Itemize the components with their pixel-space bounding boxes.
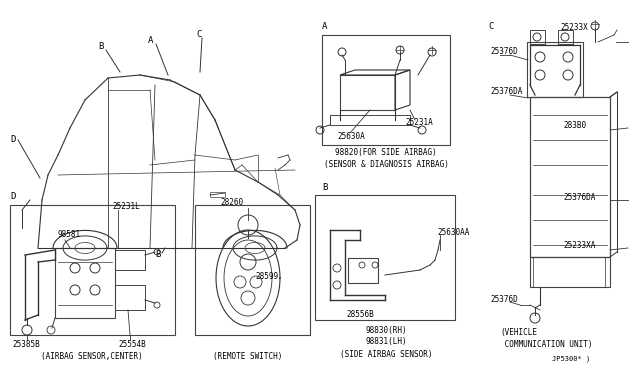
Text: 98831(LH): 98831(LH) — [365, 337, 407, 346]
Bar — [330, 115, 410, 125]
Text: C: C — [196, 30, 202, 39]
Text: D: D — [10, 192, 15, 201]
Text: (SIDE AIRBAG SENSOR): (SIDE AIRBAG SENSOR) — [340, 350, 432, 359]
Text: B: B — [322, 183, 328, 192]
Text: C: C — [488, 22, 493, 31]
Bar — [527, 42, 583, 97]
Text: (VEHICLE: (VEHICLE — [500, 328, 537, 337]
Text: 98830(RH): 98830(RH) — [365, 326, 407, 335]
Text: 25385B: 25385B — [12, 340, 40, 349]
Text: 25233X: 25233X — [560, 23, 588, 32]
Text: B: B — [155, 250, 161, 259]
Text: 283B0: 283B0 — [563, 121, 586, 129]
Text: B: B — [98, 42, 104, 51]
Text: 25376DA: 25376DA — [490, 87, 522, 96]
Text: 25231L: 25231L — [112, 202, 140, 211]
Text: 25630A: 25630A — [337, 132, 365, 141]
Text: 28599: 28599 — [255, 272, 278, 281]
Bar — [195, 205, 310, 335]
Text: 28260: 28260 — [220, 198, 243, 207]
Bar — [322, 35, 450, 145]
Text: (AIRBAG SENSOR,CENTER): (AIRBAG SENSOR,CENTER) — [41, 352, 143, 361]
Text: (REMOTE SWITCH): (REMOTE SWITCH) — [213, 352, 283, 361]
Bar — [530, 97, 610, 257]
Text: 98820(FOR SIDE AIRBAG): 98820(FOR SIDE AIRBAG) — [335, 148, 437, 157]
Text: (SENSOR & DIAGNOSIS AIRBAG): (SENSOR & DIAGNOSIS AIRBAG) — [324, 160, 449, 169]
Text: 25233XA: 25233XA — [563, 241, 595, 250]
Bar — [10, 205, 175, 335]
Text: 25231A: 25231A — [405, 118, 433, 127]
Text: COMMUNICATION UNIT): COMMUNICATION UNIT) — [500, 340, 593, 349]
Text: 25376D: 25376D — [490, 295, 518, 305]
Bar — [210, 192, 225, 197]
Bar — [558, 30, 573, 44]
Text: D: D — [10, 135, 15, 144]
Bar — [530, 30, 545, 44]
Bar — [348, 258, 378, 283]
Text: 25376DA: 25376DA — [563, 192, 595, 202]
Text: A: A — [322, 22, 328, 31]
Bar — [55, 248, 115, 318]
Text: 28556B: 28556B — [346, 310, 374, 319]
Text: A: A — [148, 36, 154, 45]
Bar — [315, 195, 455, 320]
Text: 25554B: 25554B — [118, 340, 146, 349]
Bar — [115, 285, 145, 310]
Bar — [340, 75, 395, 110]
Text: 25630AA: 25630AA — [437, 228, 469, 237]
Text: 98581: 98581 — [58, 230, 81, 239]
Bar — [115, 250, 145, 270]
Text: JP5300* ): JP5300* ) — [552, 356, 590, 362]
Bar — [530, 257, 610, 287]
Text: 25376D: 25376D — [490, 48, 518, 57]
